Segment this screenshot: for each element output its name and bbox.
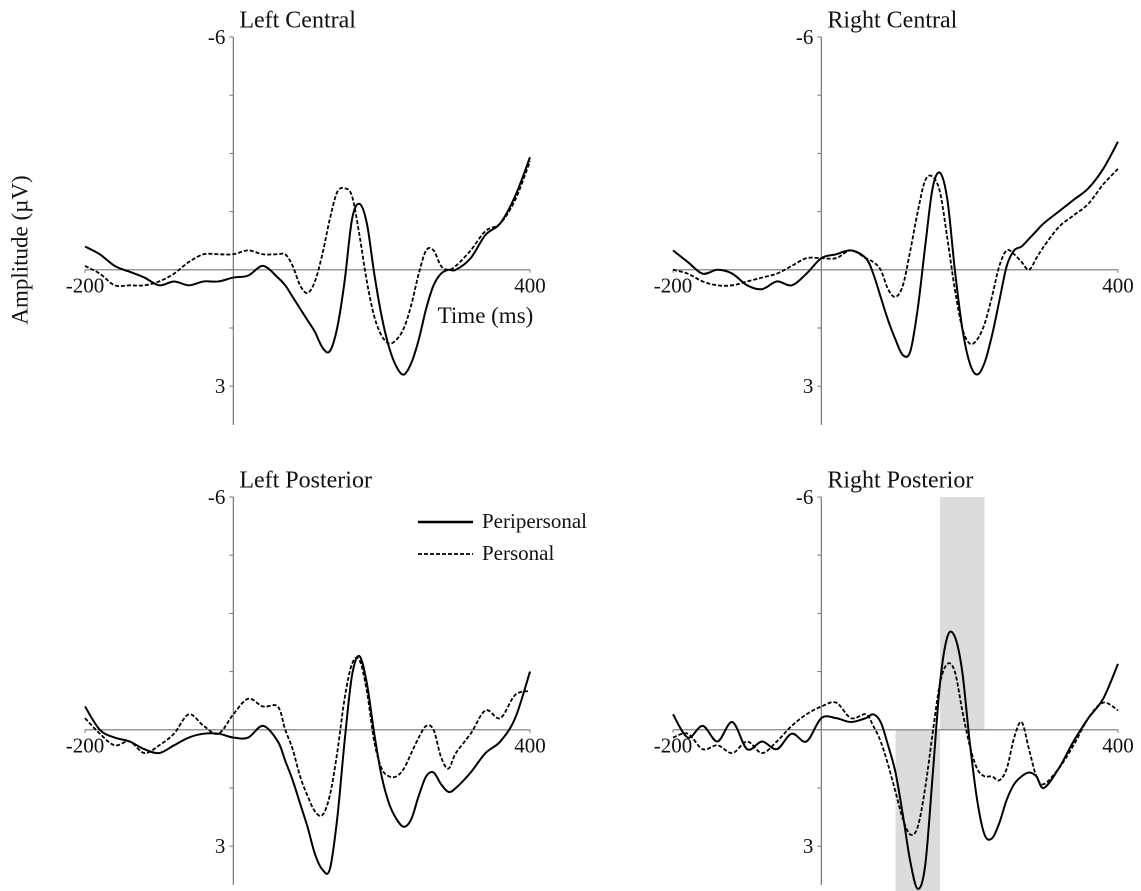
- x-tick-label: -200: [66, 734, 105, 758]
- x-tick-label: 400: [514, 734, 546, 758]
- waveform: [672, 168, 1119, 346]
- x-tick-label: -200: [66, 274, 105, 298]
- legend-label: Personal: [482, 541, 554, 565]
- panel-title: Right Central: [827, 8, 957, 34]
- waveform: [672, 630, 1119, 890]
- waveform: [84, 656, 531, 817]
- x-tick-label: 400: [1102, 274, 1134, 298]
- y-tick-label: 3: [803, 834, 814, 858]
- y-tick-label: -6: [208, 485, 226, 509]
- x-tick-label: -200: [654, 734, 693, 758]
- x-axis-label: Time (ms): [438, 303, 534, 328]
- y-tick-label: -6: [796, 25, 814, 49]
- y-tick-label: -6: [208, 25, 226, 49]
- y-tick-label: 3: [803, 374, 814, 398]
- x-tick-label: 400: [514, 274, 546, 298]
- panel-title: Right Posterior: [827, 468, 973, 494]
- waveform: [672, 662, 1119, 836]
- waveform: [84, 160, 531, 345]
- waveform: [84, 654, 531, 875]
- waveform: [84, 156, 531, 376]
- y-tick-label: 3: [215, 374, 226, 398]
- panel-title: Left Posterior: [239, 468, 372, 494]
- panel-title: Left Central: [239, 8, 356, 34]
- legend-label: Peripersonal: [482, 509, 587, 533]
- highlight-window: [940, 497, 985, 730]
- x-tick-label: 400: [1102, 734, 1134, 758]
- x-tick-label: -200: [654, 274, 693, 298]
- y-tick-label: 3: [215, 834, 226, 858]
- y-tick-label: -6: [796, 485, 814, 509]
- waveform: [672, 141, 1119, 376]
- y-axis-label: Amplitude (µV): [7, 175, 32, 324]
